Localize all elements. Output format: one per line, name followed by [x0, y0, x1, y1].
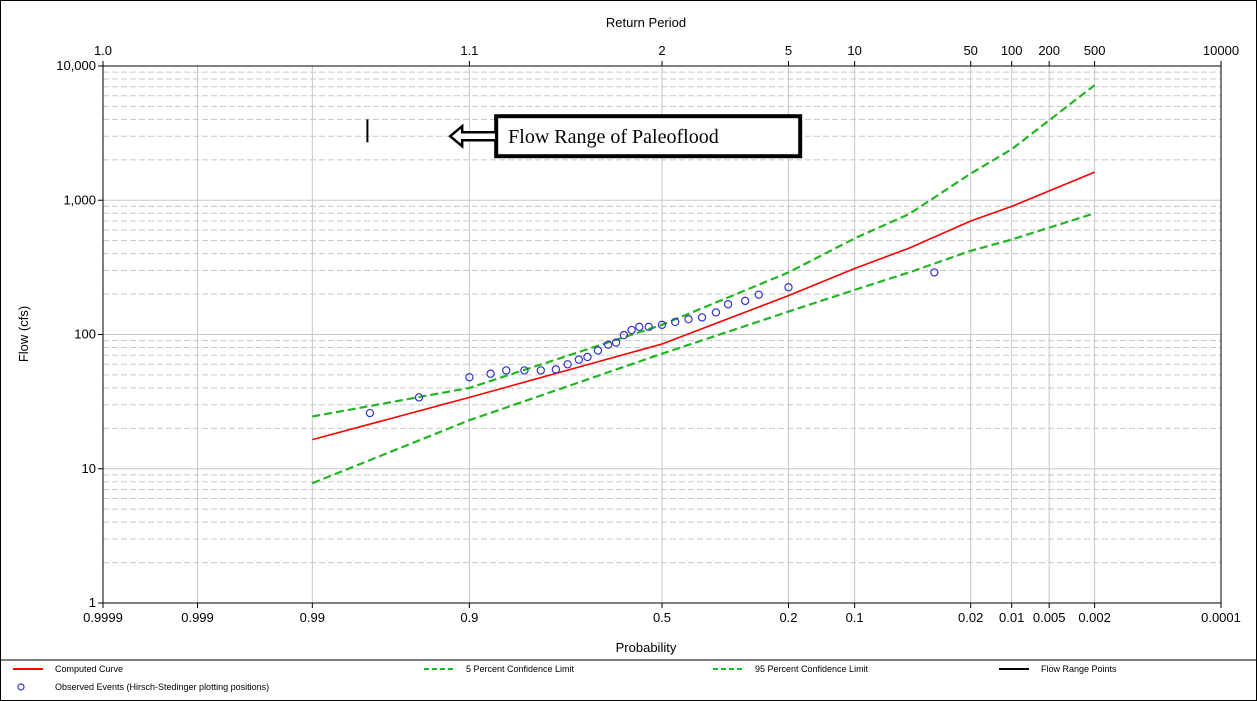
y-tick-label: 1	[89, 595, 96, 610]
observed-event-point	[657, 320, 667, 330]
observed-event-point	[784, 283, 793, 292]
observed-event-point	[465, 373, 474, 382]
y-tick-label: 10	[82, 461, 96, 476]
y-axis: 1 10 100 1,000 10,000	[56, 58, 103, 610]
computed-curve-line	[312, 171, 1095, 441]
legend: Computed Curve 5 Percent Confidence Limit…	[13, 664, 1117, 692]
x-tick-label: 0.99	[300, 610, 325, 625]
observed-event-point	[611, 338, 621, 347]
observed-event-point	[619, 330, 629, 340]
top-tick-label: 500	[1084, 43, 1106, 58]
x-tick-label: 0.002	[1078, 610, 1111, 625]
legend-label: 5 Percent Confidence Limit	[466, 664, 575, 674]
observed-event-point	[563, 360, 572, 369]
legend-label: 95 Percent Confidence Limit	[755, 664, 869, 674]
top-tick-label: 100	[1001, 43, 1023, 58]
top-tick-label: 10000	[1203, 43, 1239, 58]
observed-event-point	[502, 366, 511, 375]
x-tick-label: 0.2	[779, 610, 797, 625]
observed-event-point	[593, 346, 603, 355]
x-tick-label: 0.0001	[1201, 610, 1241, 625]
top-tick-label: 5	[785, 43, 792, 58]
legend-item-observed-events-hirsch-stedinger-plotting-positions: Observed Events (Hirsch-Stedinger plotti…	[17, 682, 269, 692]
observed-event-point	[574, 355, 584, 364]
series	[311, 84, 1096, 485]
observed-event-point	[711, 308, 721, 317]
legend-item-computed-curve: Computed Curve	[13, 664, 123, 674]
legend-item-95-percent-confidence-limit: 95 Percent Confidence Limit	[713, 664, 869, 674]
annotation: Flow Range of Paleoflood	[448, 114, 803, 159]
observed-event-point	[723, 300, 733, 309]
observed-event-point	[536, 366, 545, 375]
legend-label: Computed Curve	[55, 664, 123, 674]
x-axis-title: Probability	[616, 640, 677, 655]
top-tick-label: 1.1	[460, 43, 478, 58]
top-tick-label: 2	[658, 43, 665, 58]
observed-event-point	[671, 317, 680, 327]
observed-event-point	[486, 369, 495, 378]
observed-event-point	[754, 290, 763, 299]
observed-event-point	[635, 322, 644, 332]
annotation-box	[494, 114, 803, 159]
y-axis-title: Flow (cfs)	[16, 306, 31, 362]
x-tick-label: 0.005	[1033, 610, 1066, 625]
x-axis: 0.9999 0.999 0.99 0.9 0.5 0.2 0.1 0.02 0.01 0.005…	[83, 603, 1241, 625]
legend-marker-icon	[17, 683, 25, 691]
y-tick-label: 10,000	[56, 58, 96, 73]
x-tick-label: 0.1	[846, 610, 864, 625]
y-tick-label: 100	[74, 327, 96, 342]
legend-item-5-percent-confidence-limit: 5 Percent Confidence Limit	[424, 664, 575, 674]
top-axis: 1.0 1.1 2 5 10 50 100 200 500 10000	[94, 43, 1239, 66]
x-tick-label: 0.9	[460, 610, 478, 625]
observed-event-point	[551, 365, 561, 374]
observed-event-point	[414, 393, 424, 402]
observed-event-point	[644, 322, 653, 332]
legend-item-flow-range-points: Flow Range Points	[999, 664, 1117, 674]
observed-event-point	[740, 296, 750, 306]
x-tick-label: 0.9999	[83, 610, 123, 625]
5-percent-confidence-limit-line	[312, 84, 1096, 418]
observed-event-point	[603, 340, 613, 349]
x-tick-label: 0.5	[653, 610, 671, 625]
95-percent-confidence-limit-line	[311, 212, 1095, 485]
observed-event-point	[684, 315, 693, 324]
top-tick-label: 50	[963, 43, 977, 58]
annotation-text: Flow Range of Paleoflood	[508, 126, 719, 148]
observed-event-point	[583, 352, 592, 362]
observed-event-point	[930, 268, 939, 277]
top-tick-label: 1.0	[94, 43, 112, 58]
legend-label: Flow Range Points	[1041, 664, 1117, 674]
top-tick-label: 10	[847, 43, 861, 58]
legend-label: Observed Events (Hirsch-Stedinger plotti…	[55, 682, 269, 692]
top-tick-label: 200	[1038, 43, 1060, 58]
top-axis-title: Return Period	[606, 15, 686, 30]
y-tick-label: 1,000	[63, 192, 96, 207]
observed-event-point	[520, 366, 529, 375]
observed-event-point	[627, 325, 636, 335]
observed-event-point	[365, 408, 375, 418]
left-arrow-icon	[448, 123, 498, 149]
x-tick-label: 0.01	[999, 610, 1024, 625]
x-tick-label: 0.999	[181, 610, 214, 625]
x-tick-label: 0.02	[958, 610, 983, 625]
observed-event-point	[697, 313, 707, 322]
